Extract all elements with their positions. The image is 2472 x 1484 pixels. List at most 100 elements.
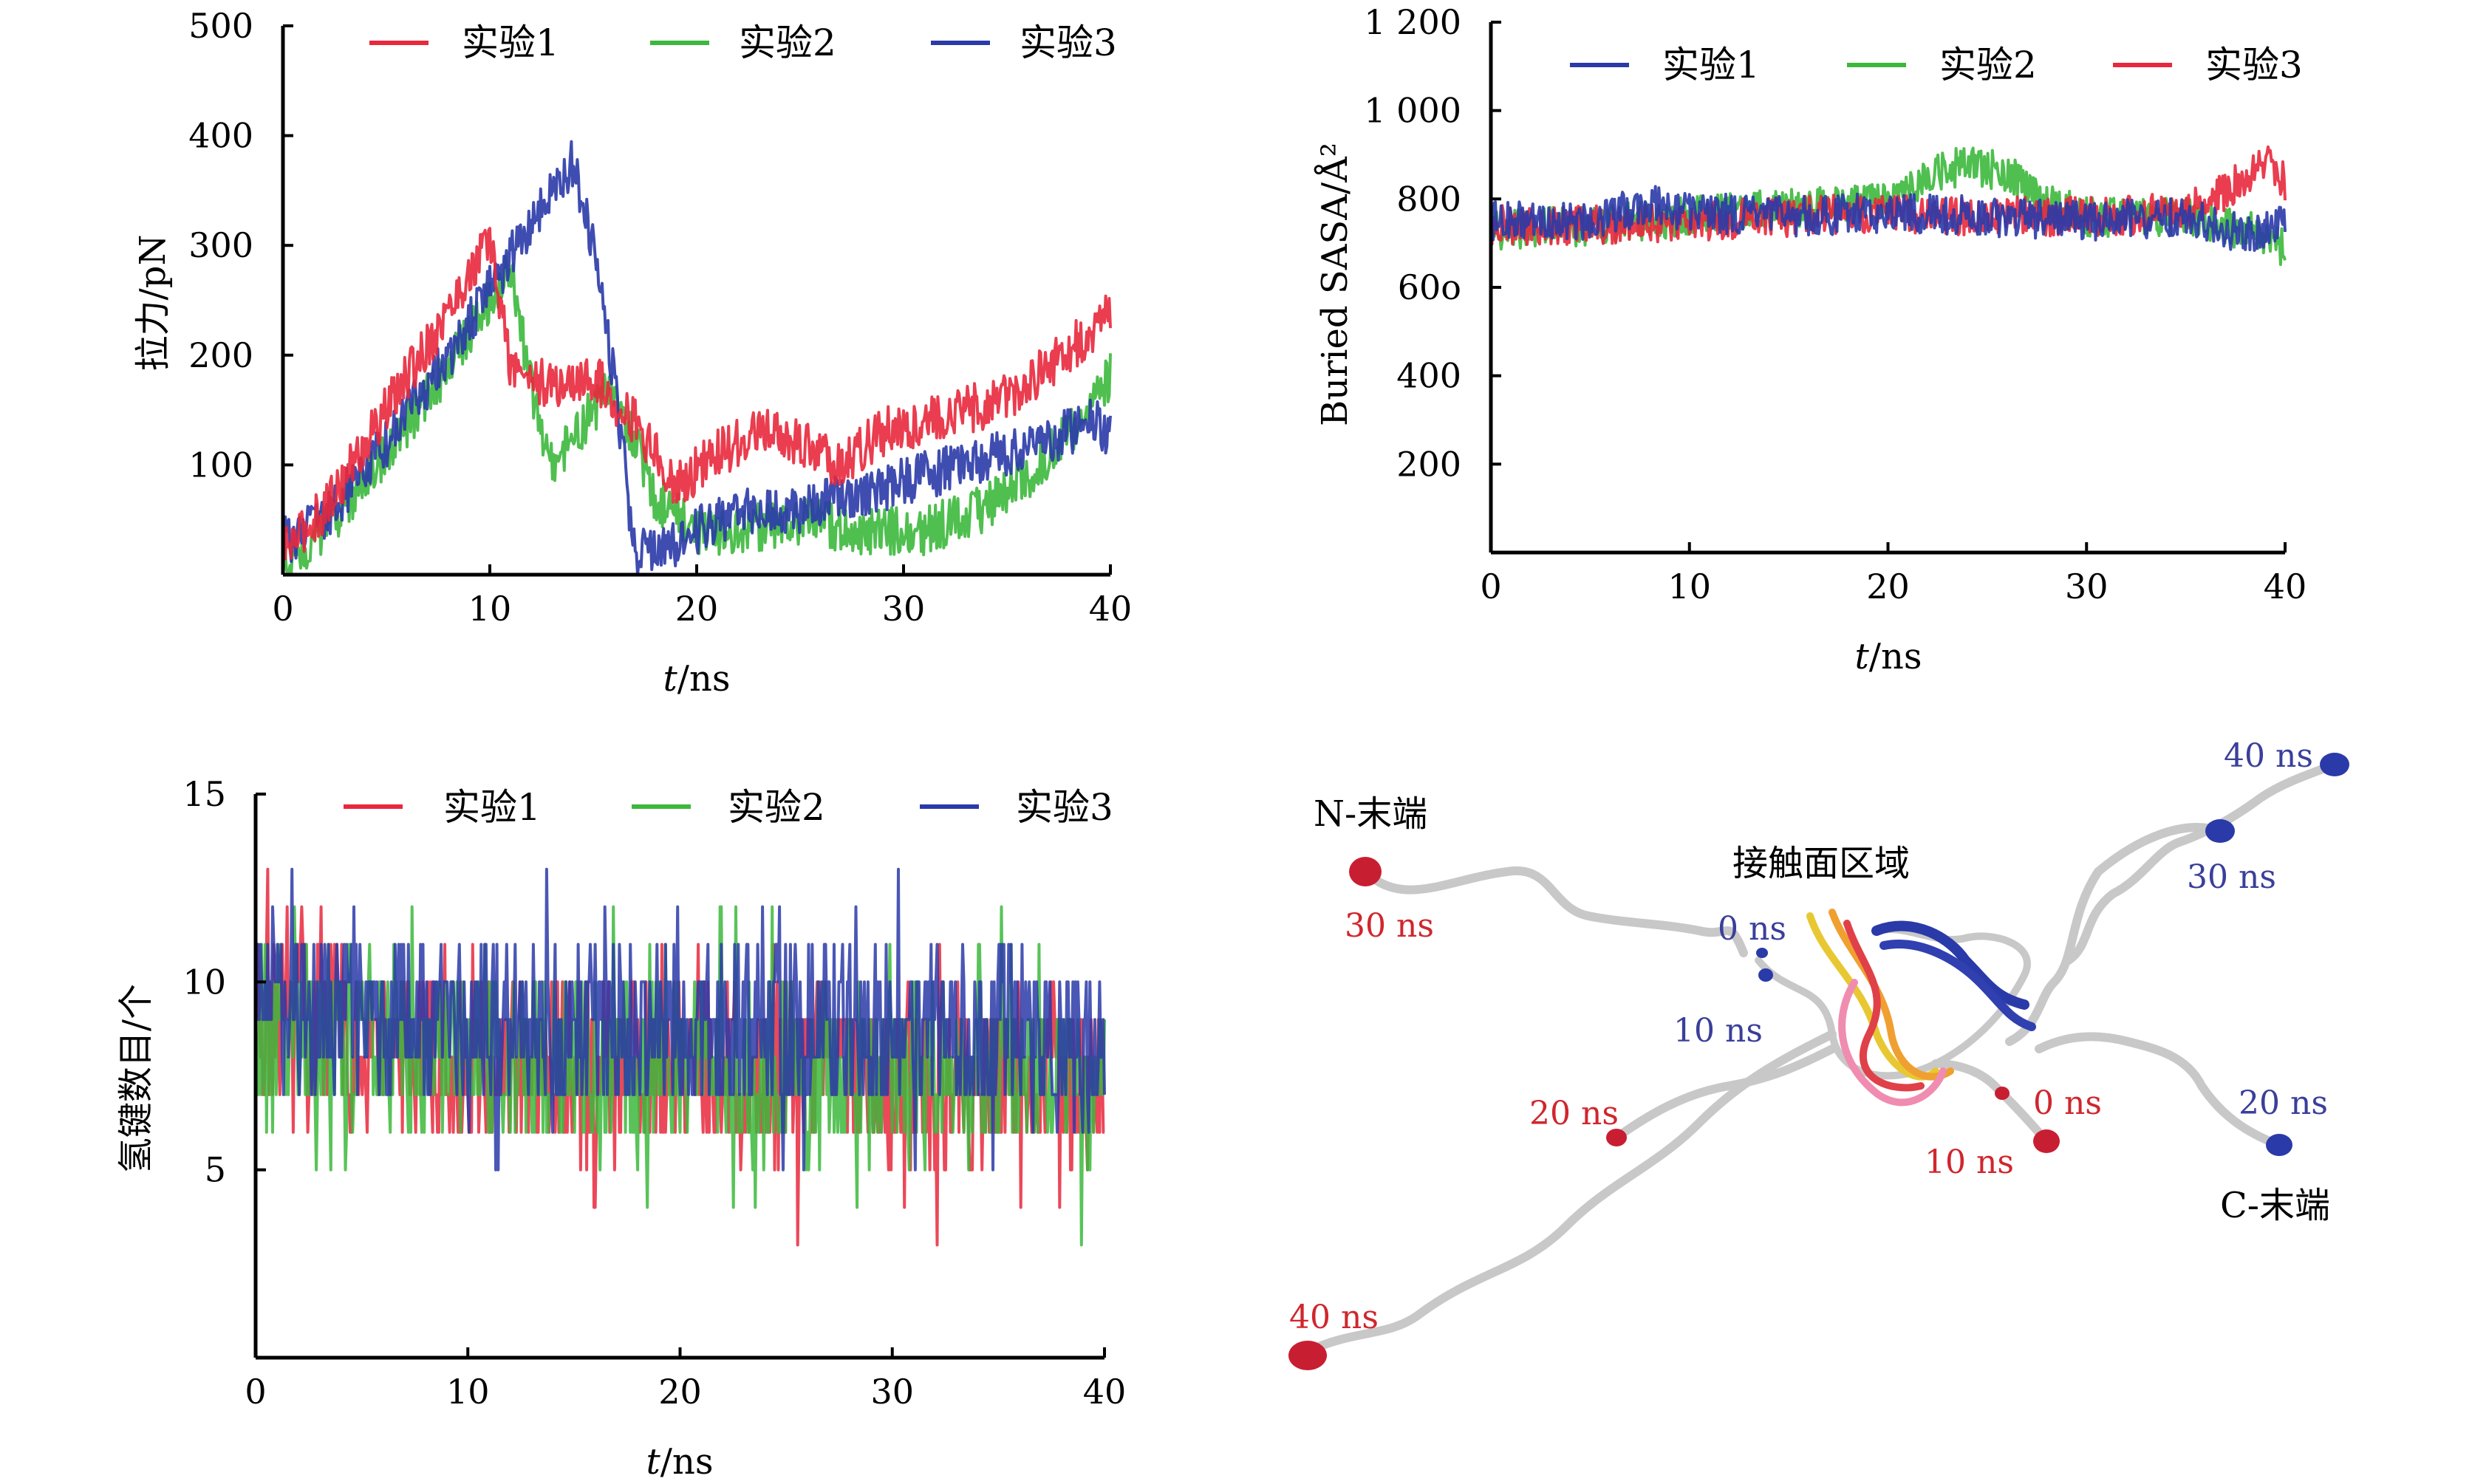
hbond-x-tick-label: 40 — [1083, 1372, 1127, 1412]
sasa-series-1-line — [1489, 185, 2287, 252]
force-x-tick-label: 20 — [675, 589, 719, 629]
sasa-x-tick-label: 40 — [2264, 567, 2307, 606]
n-term-sphere-20ns — [1606, 1129, 1627, 1146]
force-y-tick-label: 100 — [188, 445, 253, 485]
hbond-ticks: 0 10 20 30 40 5 10 15 — [182, 774, 1126, 1412]
ribbon-orange — [1829, 909, 1954, 1081]
sasa-y-label: Buried SASA/Å² — [1314, 143, 1356, 426]
blue-label-0ns: 0 ns — [1718, 910, 1786, 948]
sasa-y-tick-label: 400 — [1396, 356, 1461, 396]
backbone-c-strand-40ns — [2064, 760, 2339, 965]
backbone-c-strand-10ns — [1931, 1059, 2051, 1146]
sasa-series-group — [1489, 145, 2287, 267]
blue-label-40ns: 40 ns — [2224, 737, 2313, 775]
n-term-sphere-10ns — [2033, 1129, 2060, 1153]
backbone-n-strand-20ns — [1612, 1044, 1837, 1142]
n-term-sphere-0ns — [1995, 1087, 2010, 1100]
backbone-n-strand-30ns — [1361, 866, 1748, 957]
force-legend-label-2: 实验2 — [739, 21, 836, 64]
hbond-legend-label-2: 实验2 — [728, 786, 825, 829]
force-y-tick-label: 400 — [188, 116, 253, 156]
hbond-y-label: 氢键数目/个 — [115, 984, 157, 1173]
sasa-y-tick-label: 1 200 — [1364, 2, 1461, 42]
c-term-sphere-10ns — [1758, 968, 1773, 982]
sasa-y-tick-label: 1 000 — [1364, 91, 1461, 131]
sasa-x-tick-label: 10 — [1667, 567, 1711, 606]
ribbon-red — [1843, 920, 1925, 1092]
hbond-x-tick-label: 0 — [245, 1372, 266, 1412]
blue-label-30ns: 30 ns — [2187, 858, 2276, 896]
sasa-series-3-line — [1490, 145, 2287, 246]
sasa-legend: 实验1 实验2 实验3 — [1570, 44, 2303, 86]
contact-region-label: 接触面区域 — [1732, 843, 1910, 884]
blue-label-20ns: 20 ns — [2239, 1084, 2328, 1122]
force-ticks: 0 10 20 30 40 100 200 300 400 500 — [188, 6, 1132, 629]
force-series-3-line — [281, 140, 1112, 576]
force-legend-label-3: 实验3 — [1020, 21, 1117, 64]
hbond-x-label: t/ns — [646, 1441, 713, 1483]
sasa-x-tick-label: 20 — [1866, 567, 1910, 606]
molecule-snapshot: N-末端 接触面区域 C-末端 30 ns 20 ns 40 ns 10 ns … — [1288, 737, 2349, 1370]
force-x-tick-label: 0 — [272, 589, 293, 629]
hbond-y-tick-label: 10 — [182, 962, 226, 1002]
hbond-series-group — [254, 867, 1106, 1247]
sasa-legend-label-2: 实验2 — [1939, 44, 2037, 86]
sasa-y-tick-label: 200 — [1396, 444, 1461, 484]
force-x-tick-label: 40 — [1089, 589, 1133, 629]
ribbon-blue-2 — [1879, 940, 2036, 1031]
sasa-x-tick-label: 0 — [1480, 567, 1501, 606]
c-term-sphere-30ns — [2205, 819, 2235, 843]
hbond-legend-label-1: 实验1 — [443, 786, 541, 829]
red-label-20ns: 20 ns — [1529, 1095, 1619, 1132]
hbond-chart: 0 10 20 30 40 5 10 15 实验1 实验2 实验3 氢键数目/个 t/ns — [115, 774, 1126, 1483]
hbond-x-tick-label: 30 — [870, 1372, 914, 1412]
backbone-n-strand-40ns — [1303, 1030, 1837, 1356]
hbond-legend: 实验1 实验2 实验3 — [344, 786, 1113, 829]
sasa-x-tick-label: 30 — [2065, 567, 2109, 606]
n-terminus-label: N-末端 — [1314, 793, 1427, 835]
force-y-tick-label: 500 — [188, 6, 253, 46]
sasa-ticks: 0 10 20 30 40 200 400 60o 800 1 000 1 200 — [1364, 2, 2307, 606]
contact-region-ribbons — [1806, 909, 2036, 1107]
hbond-series-3-line — [255, 867, 1106, 1172]
backbone-c-strand-30ns — [2005, 823, 2225, 1046]
blue-label-10ns: 10 ns — [1673, 1012, 1763, 1050]
c-term-spheres — [1756, 753, 2349, 1156]
ribbon-pink — [1838, 979, 1947, 1107]
sasa-x-label: t/ns — [1854, 636, 1922, 677]
force-x-tick-label: 30 — [882, 589, 926, 629]
red-label-30ns: 30 ns — [1345, 907, 1434, 945]
red-label-40ns: 40 ns — [1289, 1299, 1379, 1336]
molecule-backbone — [1303, 760, 2339, 1356]
c-term-sphere-40ns — [2320, 753, 2349, 776]
sasa-y-tick-label: 800 — [1396, 179, 1461, 219]
force-x-tick-label: 10 — [468, 589, 512, 629]
sasa-y-tick-label: 60o — [1398, 267, 1461, 307]
c-terminus-label: C-末端 — [2220, 1185, 2330, 1226]
hbond-y-tick-label: 5 — [205, 1150, 226, 1190]
force-legend: 实验1 实验2 实验3 — [369, 21, 1117, 64]
n-term-spheres — [1288, 857, 2060, 1370]
red-label-0ns: 0 ns — [2033, 1084, 2102, 1122]
hbond-legend-label-3: 实验3 — [1016, 786, 1113, 829]
force-series-group — [281, 140, 1112, 576]
red-label-10ns: 10 ns — [1925, 1143, 2014, 1181]
sasa-chart: 0 10 20 30 40 200 400 60o 800 1 000 1 200 实验1 实验2 … — [1314, 2, 2307, 677]
force-y-label: 拉力/pN — [132, 235, 174, 372]
force-y-tick-label: 200 — [188, 335, 253, 375]
force-y-tick-label: 300 — [188, 225, 253, 265]
backbone-c-strand-20ns — [2035, 1032, 2284, 1149]
hbond-x-tick-label: 20 — [658, 1372, 702, 1412]
backbone-core-loops — [1755, 925, 2031, 1080]
c-term-sphere-0ns — [1756, 948, 1768, 958]
ribbon-blue — [1871, 920, 2029, 1010]
force-series-1-line — [281, 227, 1112, 561]
n-term-sphere-30ns — [1349, 857, 1382, 886]
force-legend-label-1: 实验1 — [462, 21, 559, 64]
sasa-legend-label-3: 实验3 — [2205, 44, 2303, 86]
n-term-sphere-40ns — [1288, 1341, 1327, 1370]
sasa-legend-label-1: 实验1 — [1662, 44, 1760, 86]
force-chart: 0 10 20 30 40 100 200 300 400 500 实验1 实验2 实验3 拉力/… — [132, 6, 1132, 700]
force-x-label: t/ns — [663, 658, 730, 700]
